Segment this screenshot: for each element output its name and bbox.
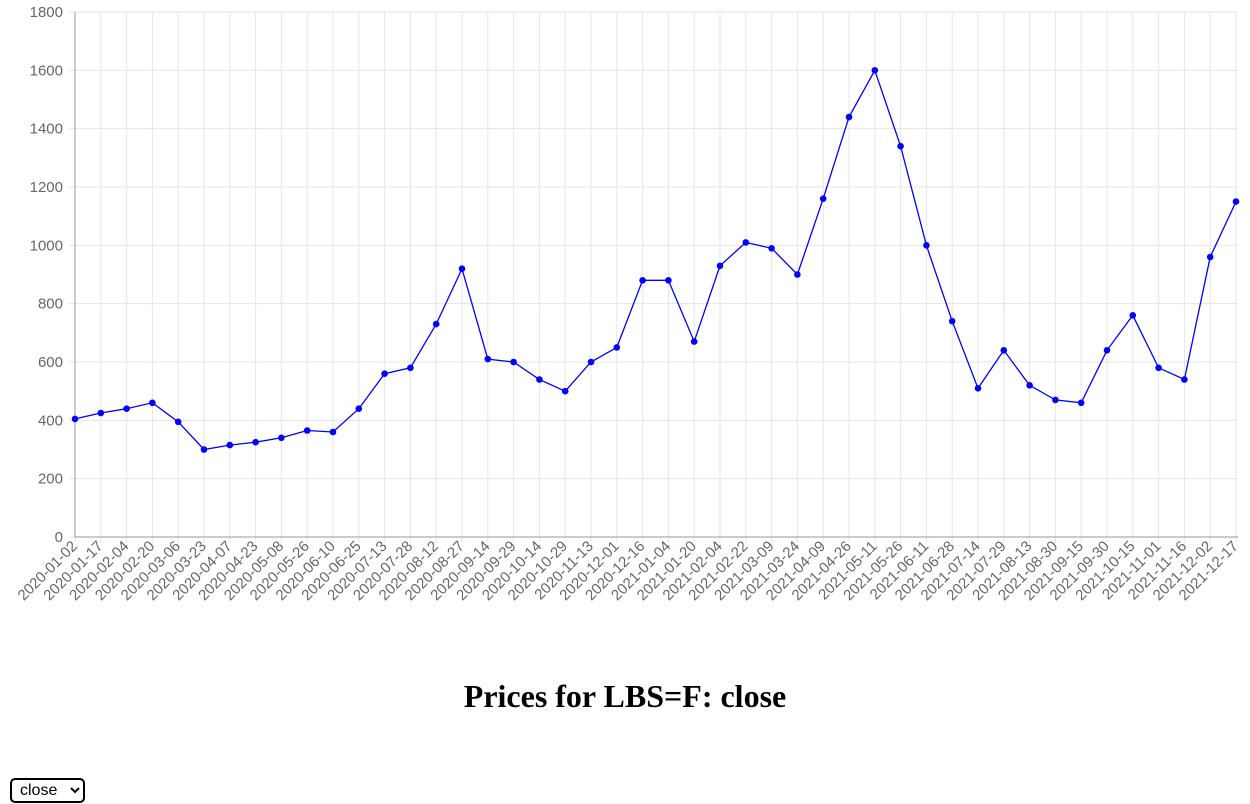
data-point	[974, 385, 982, 392]
chart-grid	[69, 11, 1238, 543]
data-point	[1129, 312, 1137, 319]
data-point	[536, 376, 543, 383]
data-point	[355, 405, 363, 413]
data-point	[613, 344, 621, 351]
data-point	[1181, 376, 1188, 383]
y-tick-label: 600	[38, 354, 63, 371]
data-point	[252, 438, 259, 446]
y-tick-label: 1200	[30, 179, 63, 196]
page-title: Prices for LBS=F: close	[463, 678, 787, 714]
y-axis-tick-labels: 0 200 400 600 800 1000 1200 1400 1600 1800	[30, 4, 63, 546]
data-point	[381, 370, 388, 378]
y-tick-label: 1400	[30, 121, 63, 138]
chart-axes	[74, 12, 1238, 538]
data-point	[1206, 253, 1214, 261]
data-point	[587, 358, 595, 366]
y-tick-label: 1600	[30, 62, 63, 79]
data-point	[1232, 198, 1240, 205]
data-point	[794, 271, 801, 278]
data-point	[149, 399, 156, 407]
data-point	[665, 277, 672, 284]
data-point	[1000, 347, 1008, 354]
data-point	[1052, 396, 1059, 404]
y-tick-label: 1800	[30, 4, 63, 21]
data-point	[200, 446, 208, 453]
y-tick-label: 0	[55, 529, 63, 546]
data-point	[768, 245, 775, 252]
data-point	[948, 317, 956, 325]
price-field-select[interactable]: close	[10, 778, 85, 803]
data-point	[819, 195, 827, 202]
data-point	[71, 415, 79, 423]
data-point	[1103, 347, 1111, 354]
data-point	[923, 242, 930, 249]
data-point	[303, 427, 311, 434]
data-point	[97, 409, 105, 417]
y-tick-label: 200	[38, 471, 63, 488]
data-point	[742, 239, 750, 246]
x-axis-tick-labels: 2020-01-022020-01-172020-02-042020-02-20…	[15, 538, 1242, 604]
y-tick-label: 800	[38, 296, 63, 313]
data-point	[407, 364, 414, 372]
data-point	[845, 113, 853, 121]
close-price-series	[71, 67, 1240, 453]
data-point	[329, 428, 337, 436]
data-point	[484, 355, 492, 363]
data-point	[510, 358, 517, 366]
data-point	[123, 405, 130, 413]
data-point	[1077, 399, 1085, 407]
close-price-line	[74, 68, 1237, 451]
data-point	[1026, 382, 1033, 389]
y-tick-label: 400	[38, 412, 63, 429]
data-point	[174, 418, 182, 426]
data-point	[690, 338, 698, 345]
data-point	[226, 441, 234, 449]
data-point	[871, 67, 879, 74]
data-point	[639, 277, 646, 284]
data-point	[458, 265, 466, 273]
data-point	[1155, 364, 1162, 372]
data-point	[716, 262, 724, 270]
data-point	[897, 142, 904, 150]
data-point	[278, 434, 285, 442]
price-line-chart: 0 200 400 600 800 1000 1200 1400 1600 1800 2020-0…	[15, 4, 1242, 604]
data-point	[432, 320, 440, 328]
data-point	[561, 387, 569, 395]
y-tick-label: 1000	[30, 237, 63, 254]
